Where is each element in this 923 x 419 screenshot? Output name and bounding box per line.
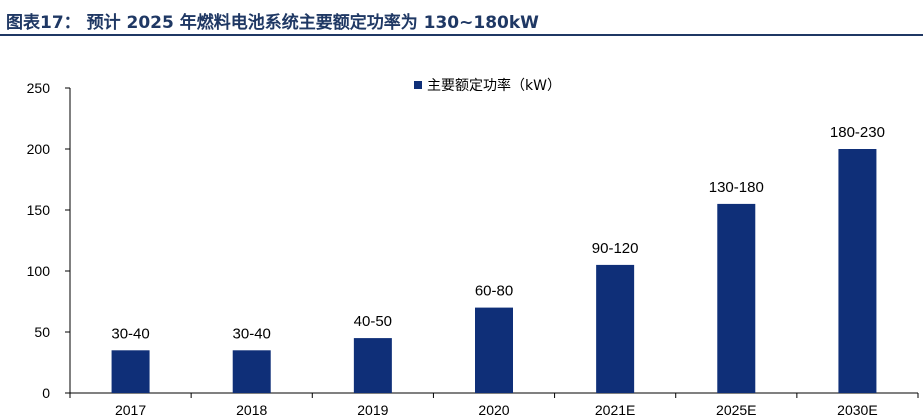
chart-legend: 主要额定功率（kW） xyxy=(414,77,561,94)
x-tick-label-2017: 2017 xyxy=(115,402,146,418)
chart-header: 图表17： 预计 2025 年燃料电池系统主要额定功率为 130~180kW xyxy=(0,0,923,36)
data-label-2017: 30-40 xyxy=(111,325,149,342)
bar-2019 xyxy=(353,338,392,393)
bar-2020 xyxy=(475,307,513,393)
header-divider xyxy=(0,34,923,36)
y-tick-label: 250 xyxy=(27,80,51,96)
x-tick-label-2021E: 2021E xyxy=(595,402,635,418)
bar-2018 xyxy=(232,350,271,393)
data-label-2020: 60-80 xyxy=(475,283,513,300)
chart-bars: 30-40 30-40 40-50 60-80 90-120 130-180 180-230 xyxy=(111,124,885,393)
x-tick-label-2030E: 2030E xyxy=(837,402,877,418)
x-tick-label-2018: 2018 xyxy=(236,402,267,418)
x-tick-label-2025E: 2025E xyxy=(716,402,756,418)
y-tick-label: 200 xyxy=(27,141,51,157)
bar-2030E xyxy=(838,149,877,393)
y-tick-label: 150 xyxy=(27,202,51,218)
data-label-2025E: 130-180 xyxy=(709,179,764,196)
chart-title: 图表17： 预计 2025 年燃料电池系统主要额定功率为 130~180kW xyxy=(6,13,539,33)
legend-swatch xyxy=(414,81,422,89)
data-label-2018: 30-40 xyxy=(233,325,271,342)
bar-2017 xyxy=(111,350,150,393)
bar-2021E xyxy=(596,264,635,393)
chart-axes: 0 50 100 150 200 250 2017 2018 2019 2020 2021E 2025… xyxy=(27,80,919,418)
legend-label: 主要额定功率（kW） xyxy=(427,77,561,94)
bar-2025E xyxy=(717,203,756,393)
data-label-2021E: 90-120 xyxy=(592,240,639,257)
bar-chart: 0 50 100 150 200 250 2017 2018 2019 2020 2021E 2025… xyxy=(27,77,919,418)
x-tick-label-2019: 2019 xyxy=(357,402,388,418)
y-tick-label: 0 xyxy=(42,385,50,401)
data-label-2030E: 180-230 xyxy=(830,124,885,141)
y-tick-label: 50 xyxy=(34,324,50,340)
y-tick-label: 100 xyxy=(27,263,51,279)
x-tick-label-2020: 2020 xyxy=(478,402,509,418)
data-label-2019: 40-50 xyxy=(354,313,392,330)
